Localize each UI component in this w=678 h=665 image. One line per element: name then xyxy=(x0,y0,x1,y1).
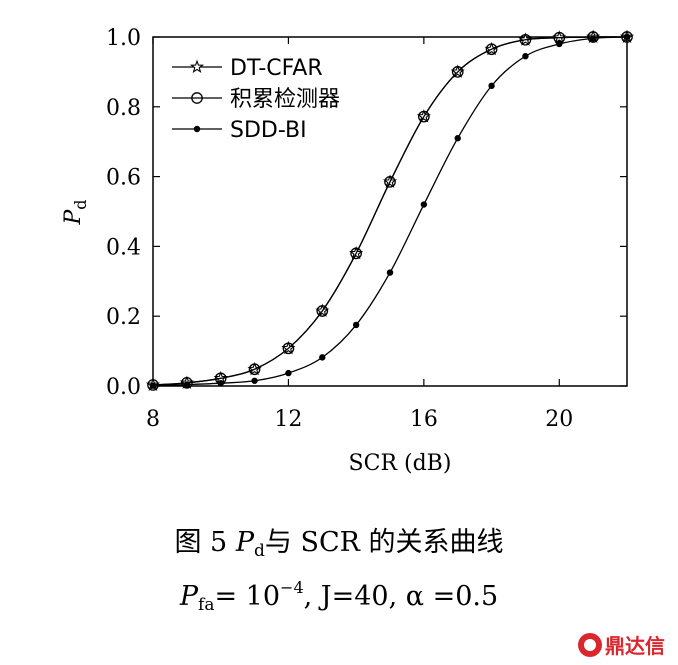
legend-entry: 积累检测器 xyxy=(172,87,340,112)
legend-marker xyxy=(189,59,205,73)
x-tick-label: 16 xyxy=(410,407,438,432)
y-axis-title-main: P xyxy=(61,209,86,226)
circle-marker xyxy=(248,363,261,376)
circle-marker xyxy=(181,377,193,389)
dot-marker xyxy=(556,40,563,48)
x-tick-label: 20 xyxy=(545,407,573,432)
watermark-text: 鼎达信 xyxy=(605,634,665,658)
dot-marker xyxy=(522,52,529,60)
dot-marker xyxy=(217,380,224,387)
dot-marker xyxy=(183,381,191,388)
dot-marker xyxy=(589,35,597,42)
x-tick-label: 8 xyxy=(146,407,160,432)
figure-caption: 图 5 Pd与 SCR 的关系曲线 xyxy=(0,520,678,561)
circle-marker xyxy=(316,305,329,317)
caption-prefix: 图 5 xyxy=(174,527,236,558)
axis-ticks: 8 12 16 20 0.0 0.2 0.4 0.6 0.8 1.0 xyxy=(106,26,627,432)
param-eq: = 10 xyxy=(214,581,281,612)
dot-marker xyxy=(623,33,631,41)
circle-marker xyxy=(587,31,599,43)
circle-marker xyxy=(418,110,430,123)
circle-marker xyxy=(485,43,498,56)
y-tick-label: 0.8 xyxy=(106,96,141,121)
param-rest: , J=40, α =0.5 xyxy=(303,581,499,612)
watermark: 鼎达信 xyxy=(578,630,665,659)
y-axis-title-sub: d xyxy=(71,199,90,209)
plot-border xyxy=(152,36,628,387)
caption-symbol-sub: d xyxy=(253,541,265,561)
y-tick-label: 1.0 xyxy=(106,26,141,51)
y-tick-label: 0.2 xyxy=(106,305,141,330)
dot-marker xyxy=(386,269,394,276)
circle-marker xyxy=(282,342,295,355)
dot-marker xyxy=(251,377,258,384)
legend-marker xyxy=(191,92,203,104)
series-line-dot xyxy=(152,36,628,387)
circle-marker xyxy=(519,33,532,46)
param-symbol: P xyxy=(179,581,199,612)
legend-label: 积累检测器 xyxy=(230,87,340,112)
x-axis-title: SCR (dB) xyxy=(349,451,452,476)
dot-marker xyxy=(454,135,461,142)
y-tick-label: 0.6 xyxy=(106,166,141,191)
dot-marker xyxy=(420,201,428,208)
legend-label: SDD-BI xyxy=(230,118,307,143)
caption-symbol: P xyxy=(235,527,254,558)
caption-title: 与 SCR 的关系曲线 xyxy=(264,527,504,558)
circle-marker xyxy=(451,66,464,78)
x-tick-label: 12 xyxy=(274,407,302,432)
dot-marker xyxy=(319,354,326,361)
dot-marker xyxy=(488,82,495,90)
dot-marker xyxy=(352,321,360,329)
legend-entry: DT-CFAR xyxy=(172,56,323,81)
series-line-star xyxy=(152,36,628,386)
legend-marker xyxy=(193,125,201,133)
series-layer xyxy=(145,29,635,391)
series-dot xyxy=(149,33,631,389)
y-tick-label: 0.4 xyxy=(106,235,141,260)
figure-parameters: Pfa= 10−4, J=40, α =0.5 xyxy=(0,578,678,615)
series-star xyxy=(145,29,635,391)
watermark-logo-icon xyxy=(578,632,602,657)
legend-entry: SDD-BI xyxy=(172,118,307,143)
circle-marker xyxy=(350,247,362,260)
plot-frame xyxy=(152,36,628,387)
svg-text:Pd: Pd xyxy=(61,199,90,225)
legend-label: DT-CFAR xyxy=(230,56,323,81)
series-line-circle xyxy=(152,36,628,386)
y-tick-label: 0.0 xyxy=(106,375,141,400)
legend: DT-CFAR 积累检测器 SDD-BI xyxy=(172,56,340,143)
circle-marker xyxy=(384,175,396,188)
y-axis-title: Pd xyxy=(61,199,90,225)
series-circle xyxy=(147,31,633,391)
param-symbol-sub: fa xyxy=(198,595,215,615)
chart: 8 12 16 20 0.0 0.2 0.4 0.6 0.8 1.0 DT-CFAR 积累检测器 SD… xyxy=(61,26,635,476)
param-exp: −4 xyxy=(280,578,304,597)
dot-marker xyxy=(285,369,292,377)
dot-marker xyxy=(149,382,157,389)
